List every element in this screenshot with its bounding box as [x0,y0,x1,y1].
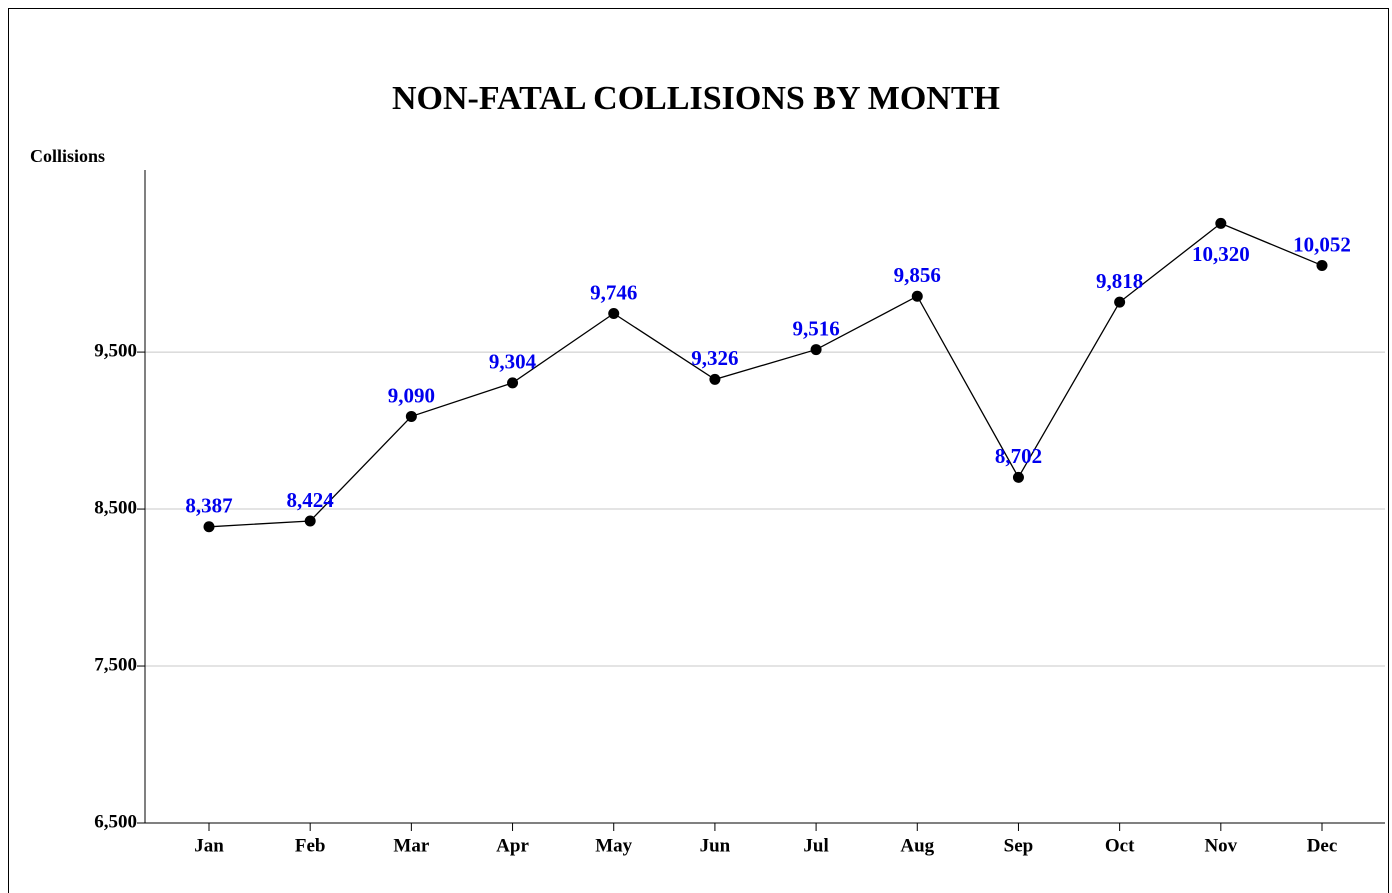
point [507,377,519,389]
y-tick-label: 6,500 [94,811,137,832]
point [608,307,620,319]
x-tick-label: May [595,835,632,856]
point [1316,259,1328,271]
x-tick-label: Mar [393,835,429,856]
line [208,222,1323,528]
x-tick-label: Aug [900,835,934,856]
data-label: 9,304 [489,350,537,374]
x-tick-label: Nov [1204,835,1237,856]
x-tick-label: Sep [1004,835,1034,856]
y-tick-label: 8,500 [94,497,137,518]
point [203,521,215,533]
x-tick-label: Jun [700,835,731,856]
point [911,290,923,302]
point [1215,217,1227,229]
x-tick-label: Apr [496,835,529,856]
data-label: 9,090 [388,383,435,407]
data-label: 9,856 [894,263,941,287]
point [1012,471,1024,483]
data-label: 9,516 [792,316,839,340]
x-tick-label: Feb [295,835,326,856]
x-tick-label: Jul [803,835,828,856]
point [810,344,822,356]
chart-title: NON-FATAL COLLISIONS BY MONTH [392,80,1000,117]
point [304,515,316,527]
frame [8,8,1389,893]
x-tick-label: Oct [1105,835,1135,856]
y-tick-label: 9,500 [94,340,137,361]
point [405,410,417,422]
data-label: 10,320 [1192,242,1250,266]
data-label: 9,818 [1096,269,1143,293]
y-axis-label: Collisions [30,146,105,166]
y-tick-label: 7,500 [94,654,137,675]
point [709,373,721,385]
data-label: 8,702 [995,444,1042,468]
data-label: 8,387 [185,494,232,518]
x-tick-label: Dec [1307,835,1338,856]
x-tick-label: Jan [194,835,224,856]
data-label: 8,424 [287,488,335,512]
point [1114,296,1126,308]
data-label: 9,326 [691,346,738,370]
data-label: 9,746 [590,280,637,304]
data-label: 10,052 [1293,232,1351,256]
